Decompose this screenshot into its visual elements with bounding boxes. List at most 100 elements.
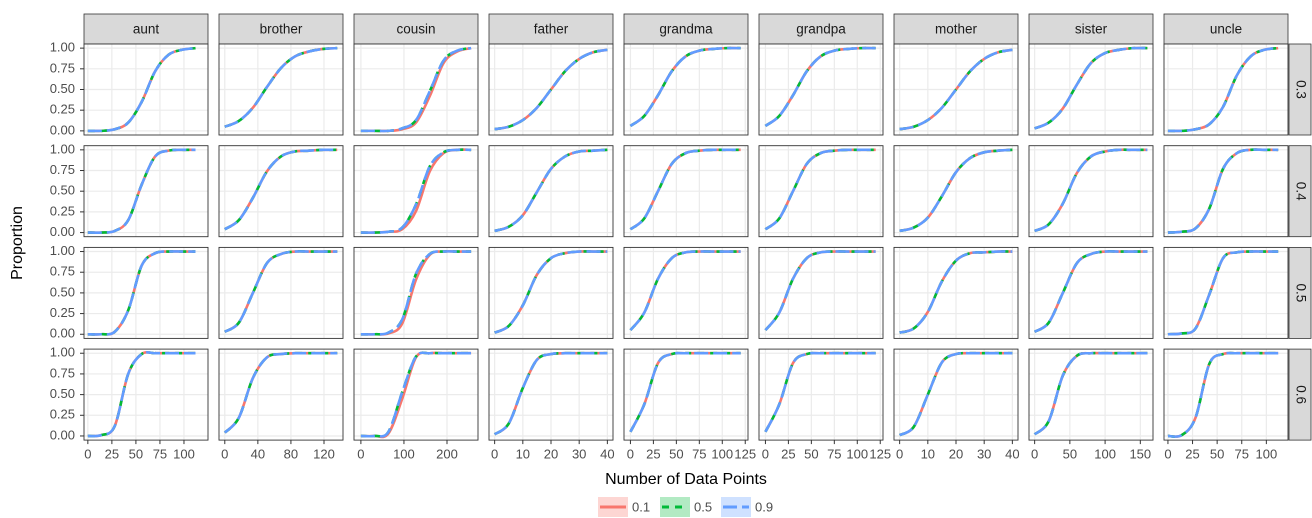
- y-tick-label: 0.50: [50, 183, 75, 198]
- col-strip-label: grandpa: [796, 22, 846, 37]
- x-tick-label: 150: [1129, 447, 1151, 462]
- col-strip: [758, 13, 884, 45]
- x-tick-label: 50: [1210, 447, 1224, 462]
- panel-border: [893, 145, 1019, 238]
- panel-border: [218, 145, 344, 238]
- line: [899, 148, 1013, 233]
- panel-border: [1028, 43, 1154, 136]
- x-tick-label: 80: [284, 447, 298, 462]
- line: [764, 148, 876, 231]
- x-tick-label: 25: [781, 447, 795, 462]
- panel-border: [893, 43, 1019, 136]
- col-strip: [893, 13, 1019, 45]
- panel-border: [83, 246, 209, 339]
- panel-border: [1028, 246, 1154, 339]
- panel-border: [758, 246, 884, 339]
- row-strip: [1288, 246, 1312, 339]
- line: [764, 46, 876, 127]
- line: [223, 351, 338, 434]
- x-tick-label: 0: [1031, 447, 1038, 462]
- panel-border: [488, 145, 614, 238]
- line: [1034, 148, 1148, 233]
- line: [224, 148, 338, 231]
- panel-border: [488, 246, 614, 339]
- panel-border: [353, 145, 479, 238]
- x-tick-label: 0: [357, 447, 364, 462]
- line: [87, 46, 196, 133]
- y-tick-label: 1.00: [50, 345, 75, 360]
- y-tick-label: 0.50: [50, 81, 75, 96]
- panel-border: [1163, 348, 1289, 441]
- x-tick-label: 75: [827, 447, 841, 462]
- x-tick-label: 75: [692, 447, 706, 462]
- line: [494, 48, 608, 131]
- x-tick-label: 100: [173, 447, 195, 462]
- line: [87, 250, 196, 336]
- x-tick-label: 100: [1255, 447, 1277, 462]
- panel-border: [83, 348, 209, 441]
- row-strip: [1288, 348, 1312, 441]
- col-strip: [623, 13, 749, 45]
- line: [494, 48, 608, 131]
- line: [87, 250, 196, 336]
- y-tick-label: 0.00: [50, 224, 75, 239]
- line: [764, 250, 876, 331]
- y-tick-label: 0.00: [50, 326, 75, 341]
- x-tick-label: 0: [762, 447, 769, 462]
- x-tick-label: 25: [1185, 447, 1199, 462]
- col-strip: [83, 13, 209, 45]
- y-tick-label: 0.00: [50, 427, 75, 442]
- panel-border: [218, 348, 344, 441]
- panel-border: [83, 43, 209, 136]
- line: [360, 250, 472, 336]
- row-strip: [1288, 145, 1312, 238]
- x-tick-label: 75: [1235, 447, 1249, 462]
- x-tick-label: 0: [627, 447, 634, 462]
- panel-border: [218, 43, 344, 136]
- row-strip: [1288, 43, 1312, 136]
- x-tick-label: 50: [129, 447, 143, 462]
- line: [1167, 46, 1279, 133]
- y-tick-label: 0.00: [50, 122, 75, 137]
- legend-label: 0.1: [632, 499, 650, 514]
- legend-label: 0.9: [755, 499, 773, 514]
- panel-border: [758, 348, 884, 441]
- x-tick-label: 40: [251, 447, 265, 462]
- y-tick-label: 0.75: [50, 365, 75, 380]
- y-tick-label: 0.75: [50, 162, 75, 177]
- panel-border: [623, 246, 749, 339]
- x-tick-label: 100: [1094, 447, 1116, 462]
- x-tick-label: 40: [600, 447, 614, 462]
- line: [224, 46, 338, 128]
- panel-border: [353, 348, 479, 441]
- x-tick-label: 0: [84, 447, 91, 462]
- line: [899, 250, 1013, 334]
- x-tick-label: 0: [1164, 447, 1171, 462]
- line: [360, 351, 472, 438]
- x-tick-label: 25: [646, 447, 660, 462]
- line: [87, 148, 196, 234]
- x-tick-label: 0: [896, 447, 903, 462]
- line: [764, 351, 876, 433]
- row-strip-label: 0.4: [1293, 182, 1308, 201]
- panel-border: [83, 145, 209, 238]
- y-tick-label: 0.50: [50, 386, 75, 401]
- line: [1034, 46, 1148, 130]
- x-tick-label: 100: [711, 447, 733, 462]
- x-tick-label: 100: [393, 447, 415, 462]
- panel-border: [353, 246, 479, 339]
- col-strip-label: mother: [935, 22, 978, 37]
- x-tick-label: 10: [921, 447, 935, 462]
- line: [494, 148, 608, 233]
- panel-border: [758, 43, 884, 136]
- line: [1033, 351, 1148, 436]
- x-tick-label: 50: [1063, 447, 1077, 462]
- panel-border: [758, 145, 884, 238]
- y-tick-label: 0.25: [50, 203, 75, 218]
- panel-border: [623, 145, 749, 238]
- col-strip-label: father: [534, 22, 569, 37]
- x-tick-label: 30: [572, 447, 586, 462]
- line: [1034, 46, 1148, 130]
- line: [629, 250, 741, 331]
